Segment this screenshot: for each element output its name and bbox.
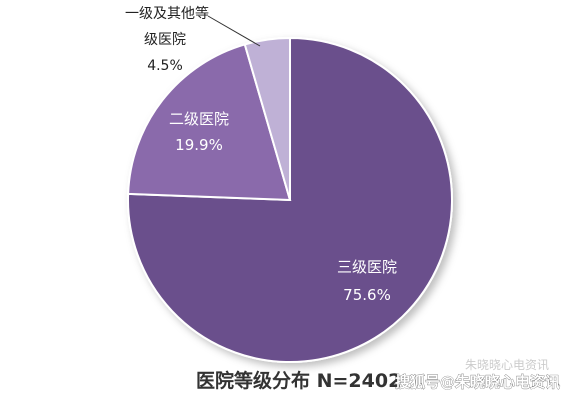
slice-label-group-tier3: 三级医院 75.6%: [337, 258, 397, 304]
slice-label-tier2: 二级医院: [169, 110, 229, 128]
leader-line: [207, 15, 261, 47]
watermark-line2: 搜狐号@朱晓晓心电资讯: [395, 373, 560, 391]
slice-label-tier3: 三级医院: [337, 258, 397, 276]
watermark-line1: 朱晓晓心电资讯: [465, 358, 549, 372]
pie-slices: [127, 36, 453, 363]
slice-label-group-tier1: 一级及其他等 级医院 4.5%: [125, 5, 261, 74]
slice-value-tier1: 4.5%: [147, 58, 183, 74]
slice-label-tier1-line2: 级医院: [144, 32, 186, 48]
pie-slice-tier2: [127, 43, 292, 202]
pie-slice-tier1: [243, 36, 291, 201]
slice-value-tier2: 19.9%: [175, 136, 223, 154]
chart-title: 医院等级分布 N=2402: [196, 369, 401, 392]
slice-value-tier3: 75.6%: [343, 286, 391, 304]
slice-label-tier1-line1: 一级及其他等: [125, 5, 209, 22]
slice-label-group-tier2: 二级医院 19.9%: [169, 110, 229, 154]
